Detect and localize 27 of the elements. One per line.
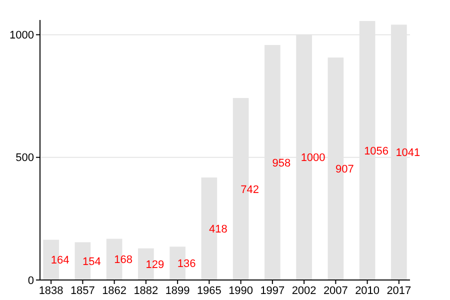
x-tick-label: 2017 bbox=[386, 285, 412, 297]
y-tick-label: 0 bbox=[28, 274, 34, 287]
data-label: 1056 bbox=[364, 145, 389, 158]
data-label: 907 bbox=[336, 164, 354, 176]
x-tick-label: 2007 bbox=[323, 285, 348, 297]
data-label: 1041 bbox=[396, 147, 420, 160]
x-tick-label: 1997 bbox=[260, 285, 285, 297]
data-label: 129 bbox=[146, 259, 164, 272]
x-tick-label: 2010 bbox=[355, 285, 380, 297]
data-label: 136 bbox=[177, 258, 196, 270]
data-label: 418 bbox=[209, 224, 228, 236]
x-tick-label: 1965 bbox=[196, 285, 222, 297]
x-tick-label: 1862 bbox=[102, 285, 127, 297]
data-label: 164 bbox=[50, 254, 70, 267]
data-label: 742 bbox=[240, 184, 259, 196]
y-tick-label: 1000 bbox=[10, 30, 34, 42]
y-tick-label: 500 bbox=[16, 152, 34, 164]
x-tick-label: 1838 bbox=[38, 285, 64, 297]
x-tick-label: 2002 bbox=[292, 285, 316, 297]
x-tick-label: 1990 bbox=[228, 285, 254, 297]
data-label: 1000 bbox=[300, 152, 326, 164]
x-tick-label: 1899 bbox=[165, 285, 190, 297]
x-tick-label: 1857 bbox=[70, 285, 95, 297]
data-label: 168 bbox=[114, 254, 132, 266]
x-tick-label: 1882 bbox=[134, 285, 158, 297]
data-label: 958 bbox=[272, 157, 291, 170]
data-label: 154 bbox=[82, 256, 101, 268]
